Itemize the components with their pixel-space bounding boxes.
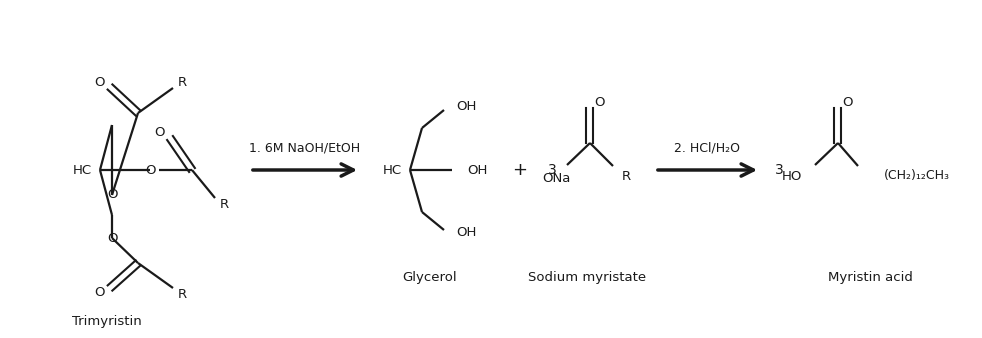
Text: R: R	[178, 75, 187, 89]
Text: O: O	[94, 287, 105, 299]
Text: +: +	[513, 161, 527, 179]
Text: HC: HC	[383, 164, 402, 176]
Text: HO: HO	[782, 169, 802, 183]
Text: O: O	[843, 96, 853, 108]
Text: HC: HC	[73, 164, 92, 176]
Text: Glycerol: Glycerol	[403, 271, 458, 285]
Text: O: O	[145, 164, 156, 176]
Text: O: O	[108, 233, 118, 245]
Text: (CH₂)₁₂CH₃: (CH₂)₁₂CH₃	[884, 169, 950, 183]
Text: R: R	[178, 288, 187, 300]
Text: Myristin acid: Myristin acid	[828, 271, 912, 285]
Text: Sodium myristate: Sodium myristate	[528, 271, 646, 285]
Text: 3: 3	[548, 163, 557, 177]
Text: OH: OH	[467, 164, 487, 176]
Text: Trimyristin: Trimyristin	[72, 314, 141, 328]
Text: 3: 3	[775, 163, 784, 177]
Text: O: O	[595, 96, 605, 108]
Text: R: R	[219, 197, 229, 211]
Text: 2. HCl/H₂O: 2. HCl/H₂O	[674, 142, 740, 154]
Text: R: R	[622, 169, 630, 183]
Text: O: O	[94, 76, 105, 90]
Text: OH: OH	[456, 100, 476, 114]
Text: O: O	[155, 125, 165, 139]
Text: OH: OH	[456, 226, 476, 240]
Text: O: O	[108, 188, 118, 200]
Text: ONa: ONa	[542, 171, 571, 185]
Text: 1. 6M NaOH/EtOH: 1. 6M NaOH/EtOH	[249, 142, 360, 154]
